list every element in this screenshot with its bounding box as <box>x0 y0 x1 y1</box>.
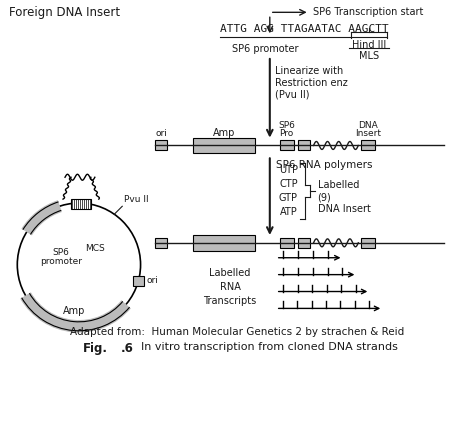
Text: SP6: SP6 <box>53 248 70 257</box>
Bar <box>193 235 255 251</box>
Text: promoter: promoter <box>40 257 82 266</box>
Text: Foreign DNA Insert: Foreign DNA Insert <box>9 6 120 19</box>
Text: MCS: MCS <box>85 244 105 253</box>
Text: Labelled
RNA
Transcripts: Labelled RNA Transcripts <box>203 268 256 306</box>
Text: UTP: UTP <box>279 165 298 175</box>
Bar <box>71 199 91 209</box>
Text: Insert: Insert <box>355 129 381 138</box>
Text: Amp: Amp <box>213 127 235 138</box>
Bar <box>193 138 255 153</box>
Text: .6: .6 <box>121 342 134 355</box>
Bar <box>155 140 167 150</box>
Bar <box>280 140 294 150</box>
Text: ATTG AGG TTAGAATAC AAGCTT: ATTG AGG TTAGAATAC AAGCTT <box>220 24 389 34</box>
Text: SP6 Transcription start: SP6 Transcription start <box>312 7 423 17</box>
Text: SP6 RNA polymers: SP6 RNA polymers <box>276 160 373 170</box>
Text: CTP: CTP <box>279 179 298 189</box>
Text: ATP: ATP <box>280 207 298 217</box>
Bar <box>361 140 375 150</box>
Text: In vitro transcription from cloned DNA strands: In vitro transcription from cloned DNA s… <box>141 342 397 352</box>
Bar <box>133 276 145 286</box>
Text: SP6 promoter: SP6 promoter <box>232 44 299 54</box>
Bar <box>280 238 294 248</box>
Text: MLS: MLS <box>359 51 379 61</box>
Text: ori: ori <box>155 129 167 138</box>
Text: Linearize with
Restriction enz
(Pvu II): Linearize with Restriction enz (Pvu II) <box>275 66 347 99</box>
Text: DNA Insert: DNA Insert <box>318 204 370 214</box>
Text: Labelled: Labelled <box>318 180 359 190</box>
Text: Pvu II: Pvu II <box>124 195 149 204</box>
Text: DNA: DNA <box>358 120 378 129</box>
Text: ori: ori <box>146 276 158 285</box>
Text: Amp: Amp <box>63 307 85 317</box>
Text: Pro: Pro <box>280 129 294 138</box>
Text: SP6: SP6 <box>278 120 295 129</box>
Text: Adapted from:  Human Molecular Genetics 2 by strachen & Reid: Adapted from: Human Molecular Genetics 2… <box>70 327 404 337</box>
Bar <box>298 140 310 150</box>
Bar <box>361 238 375 248</box>
Text: (9): (9) <box>318 192 331 202</box>
Bar <box>155 238 167 248</box>
Text: GTP: GTP <box>279 193 298 203</box>
Text: Hind III: Hind III <box>352 40 386 50</box>
Bar <box>298 238 310 248</box>
Text: Fig.: Fig. <box>83 342 108 355</box>
